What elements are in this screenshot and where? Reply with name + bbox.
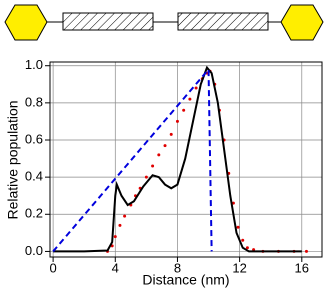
data-point — [236, 225, 240, 229]
series-line — [52, 66, 213, 253]
data-point — [157, 153, 161, 157]
y-tick-label: 1.0 — [25, 57, 43, 72]
data-point — [252, 248, 256, 252]
y-axis-label: Relative population — [5, 100, 21, 219]
y-tick-label: 0.8 — [25, 94, 43, 109]
hexagon — [4, 4, 48, 41]
x-tick-label: 12 — [232, 260, 246, 275]
y-tick-label: 0.0 — [25, 243, 43, 258]
series-line — [53, 65, 302, 253]
data-point — [151, 164, 155, 168]
x-tick-label: 0 — [49, 260, 56, 275]
data-point — [118, 223, 122, 227]
data-point — [163, 144, 167, 148]
data-point — [144, 175, 148, 179]
data-point — [194, 86, 198, 90]
data-point — [245, 246, 249, 250]
data-point — [175, 119, 179, 123]
x-tick-label: 8 — [174, 260, 181, 275]
y-tick-label: 0.6 — [25, 131, 43, 146]
data-point — [123, 214, 127, 218]
y-tick-label: 0.4 — [25, 169, 43, 184]
data-point — [304, 249, 308, 253]
y-tick-label: 0.2 — [25, 206, 43, 221]
hexagon — [280, 4, 324, 41]
x-tick-label: 4 — [112, 260, 119, 275]
schematic — [4, 4, 324, 41]
x-axis-label: Distance (nm) — [142, 272, 229, 288]
hatched-block — [177, 12, 269, 31]
x-tick-label: 16 — [295, 260, 309, 275]
plot-frame — [49, 61, 323, 258]
data-point — [169, 132, 173, 136]
data-point — [182, 108, 186, 112]
data-point — [241, 238, 245, 242]
data-point — [188, 97, 192, 101]
hatched-block — [62, 12, 154, 31]
data-point — [113, 235, 117, 239]
